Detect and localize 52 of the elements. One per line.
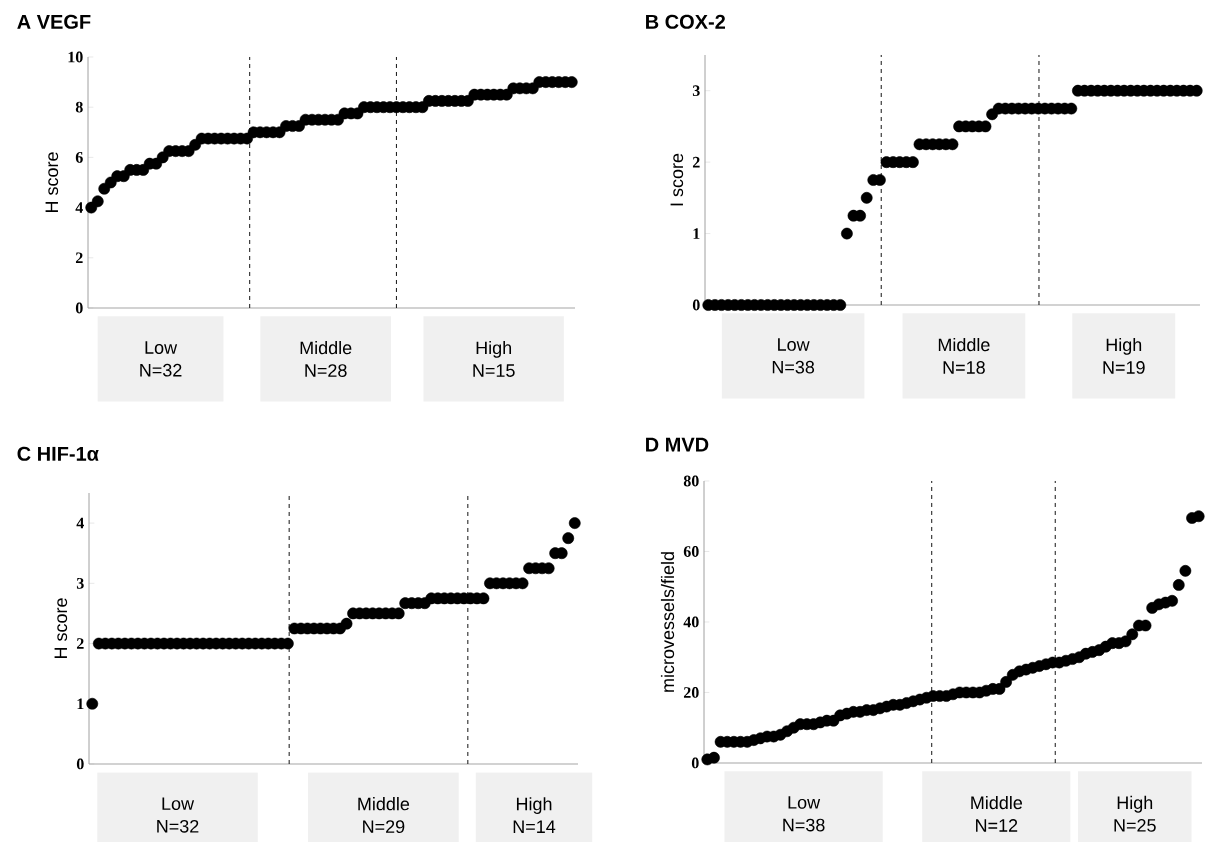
y-tick-label: 1 [77,698,84,710]
y-tick-label: 60 [683,546,699,557]
text: Low [788,796,821,809]
text: Low [162,797,195,810]
y-tick-label: 3 [76,577,84,589]
text: N=12 [976,819,1018,832]
y-tick-label: 0 [76,758,84,770]
text: N=14 [513,820,556,833]
chart-title: C HIF-1α [17,446,99,461]
y-tick-label: 0 [691,757,699,769]
y-tick-label: 2 [75,252,83,264]
text: N=38 [783,818,825,832]
chart-title: A VEGF [17,14,91,29]
y-tick-label: 8 [75,101,83,113]
y-tick-label: 0 [692,299,700,311]
text: N=32 [157,819,199,833]
y-axis-title: H score [45,152,59,213]
y-tick-label: 1 [693,228,700,239]
y-tick-label: 10 [68,51,83,63]
y-tick-label: 2 [692,156,700,168]
text: Low [145,341,178,354]
y-tick-label: 40 [683,616,699,628]
text: N=29 [363,820,405,833]
y-axis-title: H score [54,598,68,659]
y-tick-label: 4 [75,202,83,213]
text: Low [778,338,810,351]
text: N=28 [305,364,347,377]
text: N=18 [943,361,985,374]
text: N=38 [772,360,815,374]
chart-title: B COX-2 [646,14,726,29]
text: Middle [971,795,1023,810]
text: High [1117,795,1153,813]
text: N=19 [1103,361,1145,374]
y-tick-label: 3 [692,85,700,97]
text: Middle [358,797,410,811]
chart-title: D MVD [646,437,709,452]
text: N=32 [140,363,182,377]
y-tick-label: 80 [683,475,699,487]
y-tick-label: 4 [76,517,84,529]
y-axis-title: I score [670,153,684,206]
y-tick-label: 2 [76,638,84,649]
y-tick-label: 6 [75,152,83,163]
text: Middle [938,337,990,352]
text: High [476,341,512,358]
y-tick-label: 20 [683,687,699,698]
text: Middle [300,341,352,355]
text: High [516,797,552,814]
y-tick-label: 0 [75,302,83,314]
text: High [1106,337,1142,355]
y-axis-title: microvessels/field [660,552,675,692]
text: N=25 [1114,819,1156,832]
text: N=15 [473,364,515,377]
